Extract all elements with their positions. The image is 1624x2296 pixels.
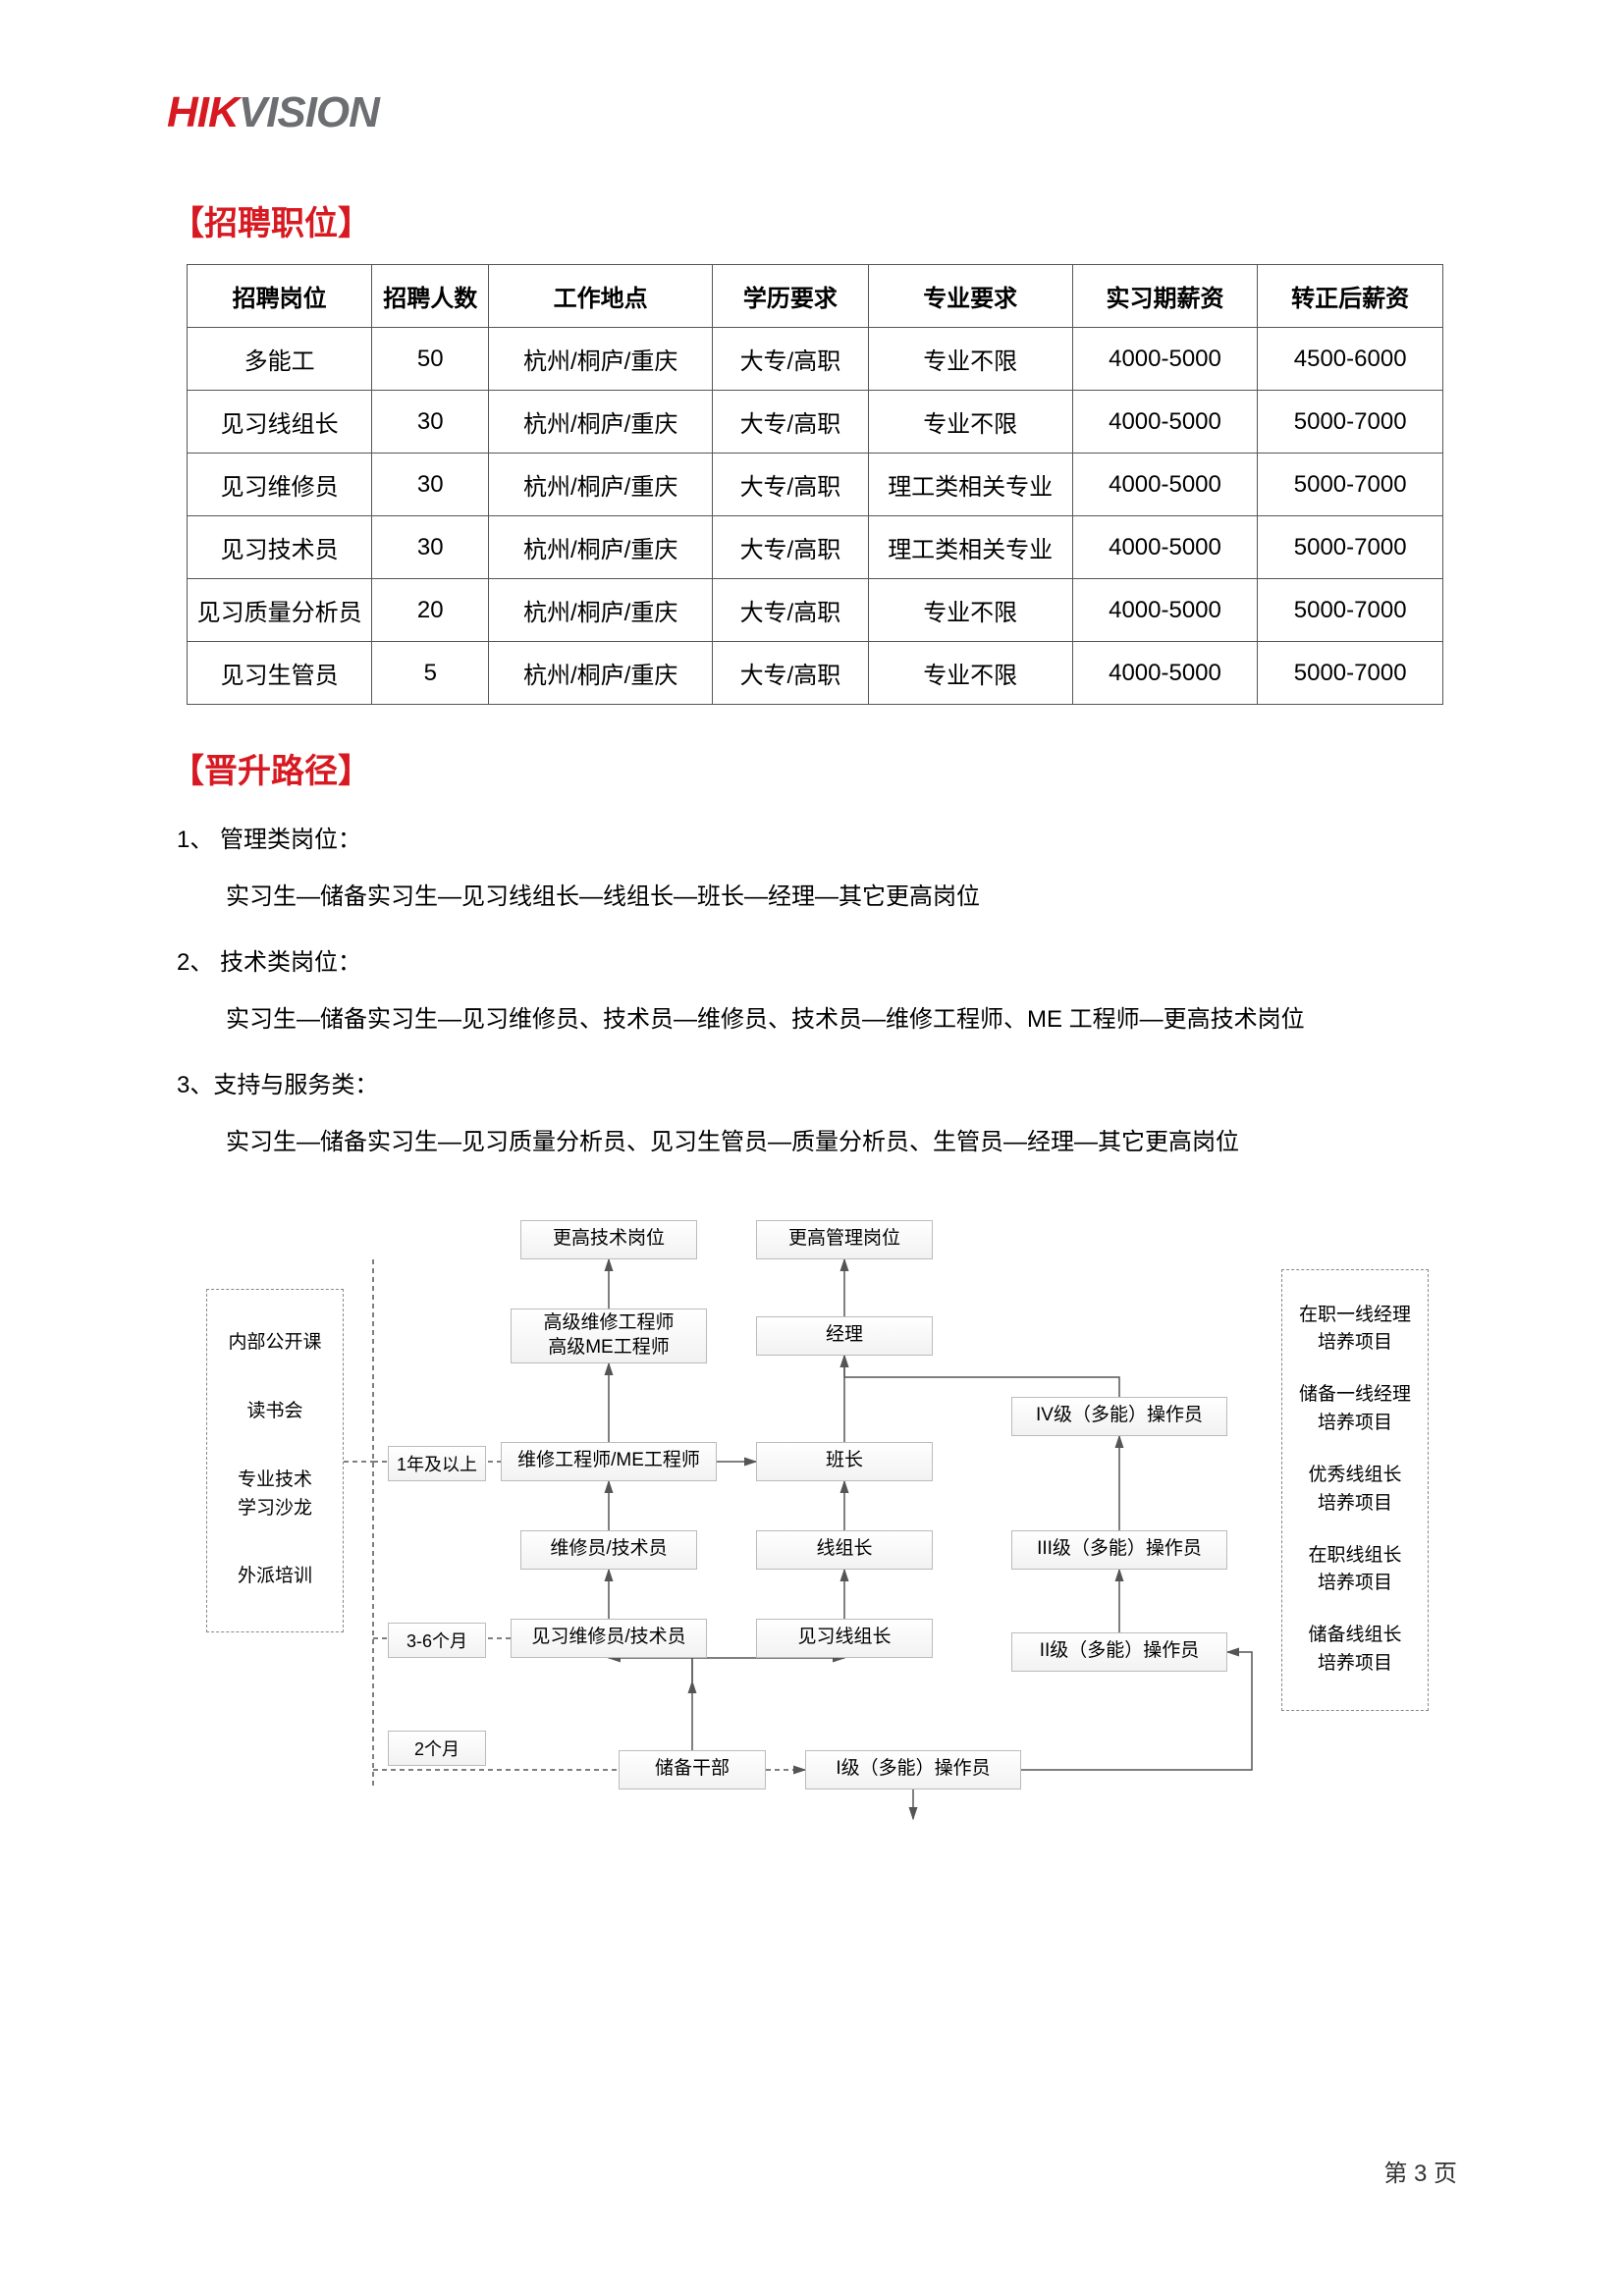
- diagram-node: 线组长: [756, 1530, 933, 1570]
- table-row: 见习维修员30杭州/桐庐/重庆大专/高职理工类相关专业4000-50005000…: [188, 454, 1443, 516]
- program-box: 在职一线经理 培养项目储备一线经理 培养项目优秀线组长 培养项目在职线组长 培养…: [1281, 1269, 1429, 1711]
- table-row: 见习质量分析员20杭州/桐庐/重庆大专/高职专业不限4000-50005000-…: [188, 579, 1443, 642]
- table-cell: 4000-5000: [1072, 454, 1258, 516]
- table-header: 学历要求: [713, 265, 869, 328]
- diagram-node: 维修工程师/ME工程师: [501, 1442, 717, 1481]
- table-row: 见习技术员30杭州/桐庐/重庆大专/高职理工类相关专业4000-50005000…: [188, 516, 1443, 579]
- table-cell: 见习质量分析员: [188, 579, 372, 642]
- table-header: 转正后薪资: [1258, 265, 1443, 328]
- path-detail: 实习生—储备实习生—见习维修员、技术员—维修员、技术员—维修工程师、ME 工程师…: [226, 991, 1457, 1048]
- table-cell: 大专/高职: [713, 328, 869, 391]
- table-cell: 专业不限: [868, 642, 1072, 705]
- training-box: 内部公开课读书会专业技术 学习沙龙外派培训: [206, 1289, 344, 1632]
- timeline-label: 1年及以上: [388, 1446, 486, 1481]
- table-cell: 30: [372, 391, 489, 454]
- section-title-jobs: 【招聘职位】: [171, 196, 1457, 244]
- table-row: 多能工50杭州/桐庐/重庆大专/高职专业不限4000-50004500-6000: [188, 328, 1443, 391]
- table-header: 工作地点: [489, 265, 713, 328]
- diagram-node: 经理: [756, 1316, 933, 1356]
- diagram-arrows: [177, 1201, 1453, 1839]
- table-cell: 大专/高职: [713, 391, 869, 454]
- table-cell: 专业不限: [868, 579, 1072, 642]
- table-cell: 50: [372, 328, 489, 391]
- diagram-node: 班长: [756, 1442, 933, 1481]
- diagram-node: 维修员/技术员: [520, 1530, 697, 1570]
- table-cell: 见习维修员: [188, 454, 372, 516]
- table-cell: 大专/高职: [713, 516, 869, 579]
- table-body: 多能工50杭州/桐庐/重庆大专/高职专业不限4000-50004500-6000…: [188, 328, 1443, 705]
- table-cell: 多能工: [188, 328, 372, 391]
- table-cell: 杭州/桐庐/重庆: [489, 328, 713, 391]
- table-cell: 见习线组长: [188, 391, 372, 454]
- table-cell: 理工类相关专业: [868, 454, 1072, 516]
- table-cell: 杭州/桐庐/重庆: [489, 642, 713, 705]
- table-cell: 理工类相关专业: [868, 516, 1072, 579]
- table-cell: 5: [372, 642, 489, 705]
- diagram-node: 见习线组长: [756, 1619, 933, 1658]
- table-cell: 4000-5000: [1072, 391, 1258, 454]
- table-cell: 30: [372, 454, 489, 516]
- table-cell: 杭州/桐庐/重庆: [489, 391, 713, 454]
- table-header-row: 招聘岗位招聘人数工作地点学历要求专业要求实习期薪资转正后薪资: [188, 265, 1443, 328]
- path-detail: 实习生—储备实习生—见习线组长—线组长—班长—经理—其它更高岗位: [226, 869, 1457, 926]
- table-cell: 大专/高职: [713, 454, 869, 516]
- table-header: 招聘人数: [372, 265, 489, 328]
- table-cell: 5000-7000: [1258, 454, 1443, 516]
- diagram-node: 更高管理岗位: [756, 1220, 933, 1259]
- table-cell: 5000-7000: [1258, 642, 1443, 705]
- page-number: 第 3 页: [1383, 2154, 1457, 2188]
- table-cell: 专业不限: [868, 391, 1072, 454]
- promotion-paths: 1、 管理类岗位：实习生—储备实习生—见习线组长—线组长—班长—经理—其它更高岗…: [177, 812, 1457, 1171]
- section-title-paths: 【晋升路径】: [171, 744, 1457, 792]
- table-cell: 大专/高职: [713, 642, 869, 705]
- diagram-node: IV级（多能）操作员: [1011, 1397, 1227, 1436]
- diagram-node: 更高技术岗位: [520, 1220, 697, 1259]
- table-cell: 专业不限: [868, 328, 1072, 391]
- table-cell: 30: [372, 516, 489, 579]
- table-cell: 5000-7000: [1258, 391, 1443, 454]
- table-cell: 杭州/桐庐/重庆: [489, 454, 713, 516]
- table-cell: 见习生管员: [188, 642, 372, 705]
- diagram-node: 高级维修工程师 高级ME工程师: [511, 1308, 707, 1363]
- table-cell: 大专/高职: [713, 579, 869, 642]
- table-cell: 4500-6000: [1258, 328, 1443, 391]
- logo-vision: VISION: [239, 88, 379, 136]
- timeline-label: 2个月: [388, 1731, 486, 1766]
- table-cell: 见习技术员: [188, 516, 372, 579]
- path-lead: 3、支持与服务类：: [177, 1057, 1457, 1114]
- table-cell: 杭州/桐庐/重庆: [489, 579, 713, 642]
- table-cell: 4000-5000: [1072, 642, 1258, 705]
- path-detail: 实习生—储备实习生—见习质量分析员、见习生管员—质量分析员、生管员—经理—其它更…: [226, 1114, 1457, 1171]
- diagram-node: II级（多能）操作员: [1011, 1632, 1227, 1672]
- table-header: 专业要求: [868, 265, 1072, 328]
- jobs-table: 招聘岗位招聘人数工作地点学历要求专业要求实习期薪资转正后薪资 多能工50杭州/桐…: [187, 264, 1443, 705]
- table-cell: 4000-5000: [1072, 579, 1258, 642]
- table-cell: 4000-5000: [1072, 328, 1258, 391]
- table-cell: 4000-5000: [1072, 516, 1258, 579]
- table-cell: 杭州/桐庐/重庆: [489, 516, 713, 579]
- table-cell: 20: [372, 579, 489, 642]
- path-lead: 1、 管理类岗位：: [177, 812, 1457, 869]
- diagram-node: 见习维修员/技术员: [511, 1619, 707, 1658]
- table-row: 见习线组长30杭州/桐庐/重庆大专/高职专业不限4000-50005000-70…: [188, 391, 1443, 454]
- table-header: 招聘岗位: [188, 265, 372, 328]
- timeline-label: 3-6个月: [388, 1623, 486, 1658]
- table-cell: 5000-7000: [1258, 579, 1443, 642]
- diagram-node: I级（多能）操作员: [805, 1750, 1021, 1789]
- path-lead: 2、 技术类岗位：: [177, 934, 1457, 991]
- logo: HIKVISION: [167, 88, 1457, 137]
- diagram-node: III级（多能）操作员: [1011, 1530, 1227, 1570]
- table-header: 实习期薪资: [1072, 265, 1258, 328]
- logo-hik: HIK: [167, 88, 239, 136]
- table-cell: 5000-7000: [1258, 516, 1443, 579]
- table-row: 见习生管员5杭州/桐庐/重庆大专/高职专业不限4000-50005000-700…: [188, 642, 1443, 705]
- diagram-node: 储备干部: [619, 1750, 766, 1789]
- career-diagram: 内部公开课读书会专业技术 学习沙龙外派培训 在职一线经理 培养项目储备一线经理 培…: [177, 1201, 1453, 1819]
